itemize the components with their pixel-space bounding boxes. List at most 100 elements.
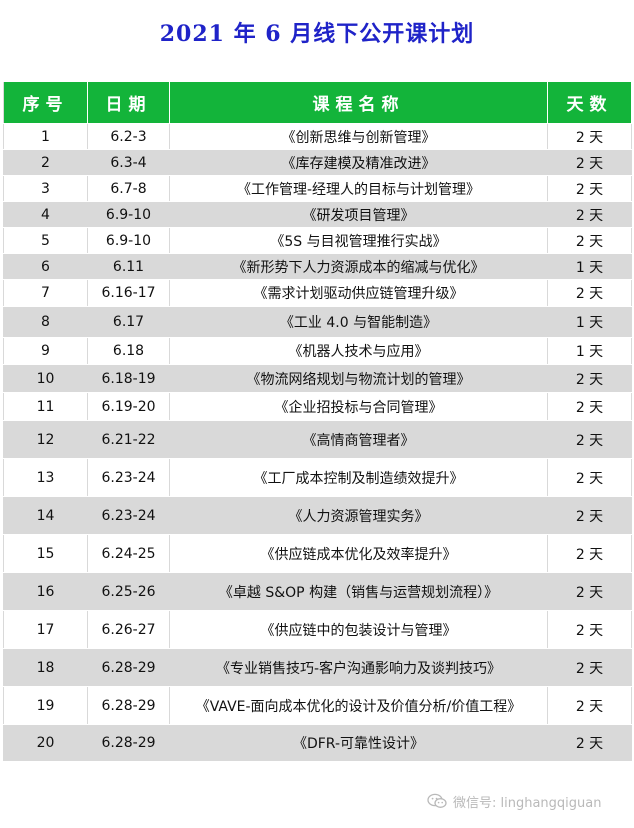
row-number-cell: 4 <box>3 201 88 228</box>
row-date-cell: 6.9-10 <box>87 227 170 254</box>
row-days-cell: 2 天 <box>547 686 632 725</box>
row-course-name-cell: 《工厂成本控制及制造绩效提升》 <box>169 458 548 497</box>
row-date-cell: 6.21-22 <box>87 420 170 459</box>
table-header-row: 序号 日期 课程名称 天数 <box>3 81 632 124</box>
row-days-cell: 2 天 <box>547 149 632 176</box>
row-date-cell: 6.2-3 <box>87 123 170 150</box>
row-number-cell: 5 <box>3 227 88 254</box>
row-date-cell: 6.26-27 <box>87 610 170 649</box>
row-course-name-cell: 《供应链成本优化及效率提升》 <box>169 534 548 573</box>
table-row: 12 6.21-22 《高情商管理者》 2 天 <box>3 420 632 459</box>
row-days-cell: 1 天 <box>547 337 632 365</box>
table-row: 13 6.23-24 《工厂成本控制及制造绩效提升》 2 天 <box>3 458 632 497</box>
header-course-name: 课程名称 <box>169 81 548 124</box>
row-days-cell: 2 天 <box>547 572 632 611</box>
row-days-cell: 2 天 <box>547 648 632 687</box>
course-schedule-table: 序号 日期 课程名称 天数 1 6.2-3 《创新思维与创新管理》 2 天 2 6.3-4… <box>3 81 632 762</box>
row-course-name-cell: 《工作管理-经理人的目标与计划管理》 <box>169 175 548 202</box>
row-date-cell: 6.28-29 <box>87 724 170 762</box>
table-row: 8 6.17 《工业 4.0 与智能制造》 1 天 <box>3 306 632 338</box>
row-course-name-cell: 《5S 与目视管理推行实战》 <box>169 227 548 254</box>
row-days-cell: 2 天 <box>547 534 632 573</box>
row-course-name-cell: 《供应链中的包装设计与管理》 <box>169 610 548 649</box>
table-row: 4 6.9-10 《研发项目管理》 2 天 <box>3 201 632 228</box>
row-number-cell: 18 <box>3 648 88 687</box>
row-days-cell: 2 天 <box>547 392 632 421</box>
row-days-cell: 2 天 <box>547 123 632 150</box>
row-days-cell: 1 天 <box>547 253 632 280</box>
header-number: 序号 <box>3 81 88 124</box>
table-row: 3 6.7-8 《工作管理-经理人的目标与计划管理》 2 天 <box>3 175 632 202</box>
row-number-cell: 10 <box>3 364 88 393</box>
row-days-cell: 2 天 <box>547 175 632 202</box>
row-days-cell: 1 天 <box>547 306 632 338</box>
row-days-cell: 2 天 <box>547 420 632 459</box>
row-course-name-cell: 《卓越 S&OP 构建（销售与运营规划流程）》 <box>169 572 548 611</box>
table-row: 19 6.28-29 《VAVE-面向成本优化的设计及价值分析/价值工程》 2 天 <box>3 686 632 725</box>
row-days-cell: 2 天 <box>547 364 632 393</box>
row-days-cell: 2 天 <box>547 724 632 762</box>
row-date-cell: 6.23-24 <box>87 496 170 535</box>
row-number-cell: 13 <box>3 458 88 497</box>
table-row: 1 6.2-3 《创新思维与创新管理》 2 天 <box>3 123 632 150</box>
row-course-name-cell: 《库存建模及精准改进》 <box>169 149 548 176</box>
row-course-name-cell: 《VAVE-面向成本优化的设计及价值分析/价值工程》 <box>169 686 548 725</box>
row-course-name-cell: 《机器人技术与应用》 <box>169 337 548 365</box>
row-days-cell: 2 天 <box>547 201 632 228</box>
row-number-cell: 8 <box>3 306 88 338</box>
row-days-cell: 2 天 <box>547 227 632 254</box>
row-date-cell: 6.18 <box>87 337 170 365</box>
row-course-name-cell: 《企业招投标与合同管理》 <box>169 392 548 421</box>
table-row: 7 6.16-17 《需求计划驱动供应链管理升级》 2 天 <box>3 279 632 307</box>
row-date-cell: 6.11 <box>87 253 170 280</box>
row-number-cell: 19 <box>3 686 88 725</box>
row-date-cell: 6.28-29 <box>87 686 170 725</box>
row-course-name-cell: 《高情商管理者》 <box>169 420 548 459</box>
table-row: 17 6.26-27 《供应链中的包装设计与管理》 2 天 <box>3 610 632 649</box>
row-number-cell: 14 <box>3 496 88 535</box>
wechat-icon <box>427 793 447 808</box>
header-date: 日期 <box>87 81 170 124</box>
header-days: 天数 <box>547 81 632 124</box>
row-date-cell: 6.19-20 <box>87 392 170 421</box>
table-body: 1 6.2-3 《创新思维与创新管理》 2 天 2 6.3-4 《库存建模及精准改进》 2 天… <box>3 123 632 762</box>
row-date-cell: 6.28-29 <box>87 648 170 687</box>
row-days-cell: 2 天 <box>547 458 632 497</box>
row-date-cell: 6.17 <box>87 306 170 338</box>
row-number-cell: 9 <box>3 337 88 365</box>
row-date-cell: 6.16-17 <box>87 279 170 307</box>
page-title: 2021 年 6 月线下公开课计划 <box>159 21 475 47</box>
row-days-cell: 2 天 <box>547 496 632 535</box>
row-number-cell: 17 <box>3 610 88 649</box>
table-row: 11 6.19-20 《企业招投标与合同管理》 2 天 <box>3 392 632 421</box>
row-days-cell: 2 天 <box>547 610 632 649</box>
row-number-cell: 12 <box>3 420 88 459</box>
row-number-cell: 3 <box>3 175 88 202</box>
row-course-name-cell: 《需求计划驱动供应链管理升级》 <box>169 279 548 307</box>
row-date-cell: 6.25-26 <box>87 572 170 611</box>
row-date-cell: 6.24-25 <box>87 534 170 573</box>
row-number-cell: 11 <box>3 392 88 421</box>
row-number-cell: 20 <box>3 724 88 762</box>
table-row: 2 6.3-4 《库存建模及精准改进》 2 天 <box>3 149 632 176</box>
row-number-cell: 1 <box>3 123 88 150</box>
row-number-cell: 6 <box>3 253 88 280</box>
row-course-name-cell: 《工业 4.0 与智能制造》 <box>169 306 548 338</box>
row-course-name-cell: 《创新思维与创新管理》 <box>169 123 548 150</box>
row-course-name-cell: 《专业销售技巧-客户沟通影响力及谈判技巧》 <box>169 648 548 687</box>
row-course-name-cell: 《研发项目管理》 <box>169 201 548 228</box>
row-number-cell: 15 <box>3 534 88 573</box>
table-row: 20 6.28-29 《DFR-可靠性设计》 2 天 <box>3 724 632 762</box>
table-row: 10 6.18-19 《物流网络规划与物流计划的管理》 2 天 <box>3 364 632 393</box>
table-row: 5 6.9-10 《5S 与目视管理推行实战》 2 天 <box>3 227 632 254</box>
row-date-cell: 6.9-10 <box>87 201 170 228</box>
row-number-cell: 7 <box>3 279 88 307</box>
row-course-name-cell: 《新形势下人力资源成本的缩减与优化》 <box>169 253 548 280</box>
row-course-name-cell: 《DFR-可靠性设计》 <box>169 724 548 762</box>
row-date-cell: 6.7-8 <box>87 175 170 202</box>
table-row: 14 6.23-24 《人力资源管理实务》 2 天 <box>3 496 632 535</box>
table-row: 18 6.28-29 《专业销售技巧-客户沟通影响力及谈判技巧》 2 天 <box>3 648 632 687</box>
table-row: 9 6.18 《机器人技术与应用》 1 天 <box>3 337 632 365</box>
row-number-cell: 2 <box>3 149 88 176</box>
row-date-cell: 6.23-24 <box>87 458 170 497</box>
